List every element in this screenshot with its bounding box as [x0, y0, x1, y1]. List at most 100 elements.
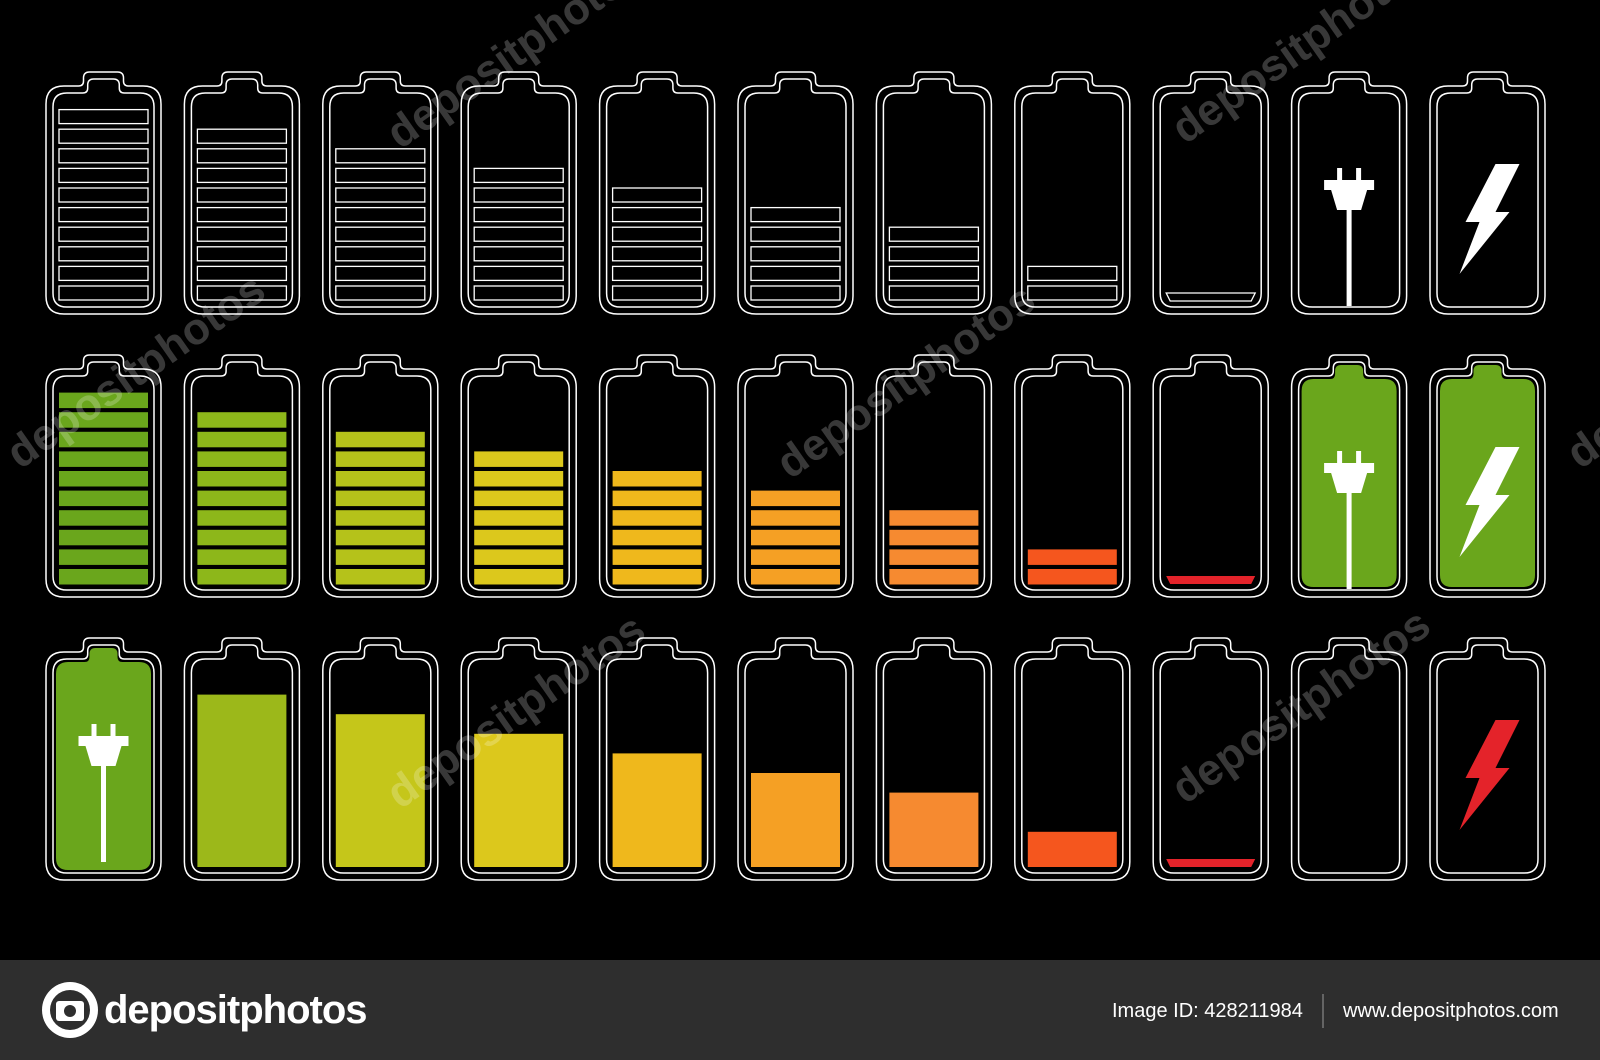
bolt	[1459, 164, 1520, 274]
level-segment	[750, 285, 841, 301]
bolt	[1459, 447, 1520, 557]
level-segment	[750, 265, 841, 282]
level-segment	[196, 187, 288, 203]
battery-outline-inner	[1436, 78, 1539, 308]
battery	[1152, 354, 1269, 598]
battery	[1152, 71, 1269, 315]
level-segment	[59, 510, 148, 526]
battery-outline-inner	[882, 361, 986, 591]
battery	[45, 71, 162, 315]
battery-outline-inner	[1436, 361, 1539, 591]
level-segment	[335, 451, 425, 467]
battery	[598, 354, 716, 598]
level-segment	[612, 549, 702, 565]
plug-body	[1331, 473, 1368, 493]
level-segment	[611, 187, 703, 203]
plug-cord	[1346, 493, 1352, 589]
level-segment	[473, 246, 564, 262]
battery-outline-inner	[744, 361, 847, 591]
level-segment	[1166, 576, 1256, 584]
battery-outline-inner	[329, 361, 432, 591]
level-segment	[197, 549, 287, 565]
level-segment	[750, 206, 841, 223]
level-segment	[59, 569, 148, 585]
plug-body	[1331, 190, 1368, 210]
level-segment	[611, 206, 703, 223]
battery-outline	[460, 71, 577, 315]
battery-outline-inner	[1159, 78, 1262, 308]
battery-outline	[322, 354, 439, 598]
level-segment	[335, 490, 425, 507]
level-segment	[888, 265, 980, 282]
level-fill	[1027, 831, 1117, 867]
level-segment	[473, 226, 564, 242]
level-segment	[889, 529, 979, 546]
level-segment	[59, 549, 148, 565]
battery-outline-inner	[52, 644, 155, 874]
level-segment	[751, 490, 840, 507]
footer-bar	[0, 960, 1600, 1060]
battery-outline	[1429, 354, 1546, 598]
plug-body	[85, 746, 122, 766]
plug-prong	[1356, 451, 1362, 465]
level-segment	[59, 451, 148, 467]
level-segment	[751, 510, 840, 526]
level-segment	[751, 549, 840, 565]
battery	[1290, 354, 1408, 598]
level-segment	[750, 246, 841, 262]
level-segment	[751, 529, 840, 546]
level-segment	[335, 246, 426, 262]
battery	[45, 354, 162, 598]
level-segment	[335, 529, 425, 546]
plug-prong	[110, 724, 116, 738]
battery-outline	[322, 71, 439, 315]
battery-outline-inner	[52, 361, 155, 591]
level-segment	[58, 167, 149, 184]
battery-outline	[875, 71, 993, 315]
level-fill	[612, 753, 702, 867]
battery-outline-inner	[1436, 644, 1539, 874]
level-segment	[335, 167, 426, 184]
level-segment	[196, 285, 288, 301]
level-segment	[58, 128, 149, 144]
footer-logo: depositphotos	[104, 988, 367, 1032]
level-segment	[612, 471, 702, 487]
level-segment	[58, 206, 149, 223]
battery-outline	[737, 637, 854, 881]
battery	[1152, 637, 1269, 881]
level-fill	[335, 714, 425, 867]
level-segment	[196, 246, 288, 262]
battery-outline-inner	[190, 361, 294, 591]
level-segment	[58, 265, 149, 282]
level-segment	[58, 285, 149, 301]
level-segment	[335, 265, 426, 282]
level-segment	[1027, 265, 1118, 282]
level-segment	[335, 569, 425, 585]
level-segment	[335, 285, 426, 301]
plug-head	[1324, 463, 1375, 473]
level-fill	[1166, 859, 1256, 867]
battery-outline-inner	[52, 78, 155, 308]
level-segment	[59, 471, 148, 487]
battery-outline	[322, 637, 439, 881]
battery-outline-inner	[1297, 361, 1401, 591]
level-segment	[196, 206, 288, 223]
level-segment	[473, 206, 564, 223]
battery-outline-inner	[605, 78, 709, 308]
level-segment	[59, 431, 148, 448]
level-segment	[889, 549, 979, 565]
level-segment	[888, 246, 980, 262]
battery-outline	[1152, 637, 1269, 881]
plug-prong	[1337, 168, 1343, 182]
level-segment	[888, 226, 980, 242]
level-segment	[473, 187, 564, 203]
level-fill	[197, 694, 287, 867]
battery-outline	[598, 637, 716, 881]
battery-outline-inner	[744, 644, 847, 874]
level-segment	[196, 128, 288, 144]
battery	[737, 354, 854, 598]
battery-outline	[1429, 71, 1546, 315]
level-segment	[474, 569, 564, 585]
battery	[322, 71, 439, 315]
